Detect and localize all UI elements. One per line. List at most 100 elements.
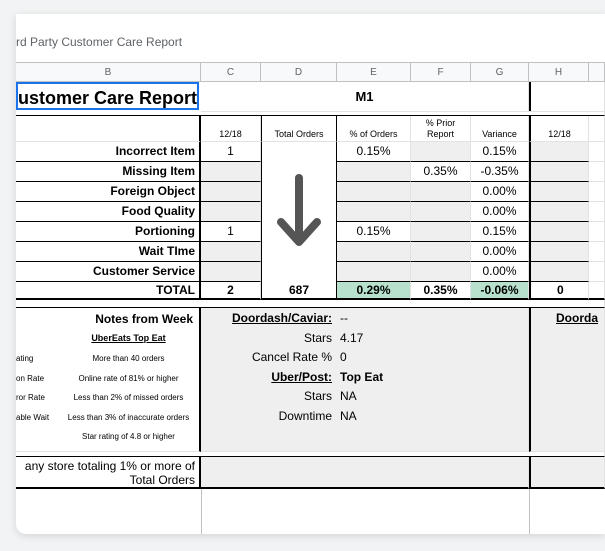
notes-title: Notes from Week bbox=[95, 312, 193, 326]
header-date-2[interactable]: 12/18 bbox=[529, 116, 589, 142]
header-date[interactable]: 12/18 bbox=[201, 116, 261, 142]
row-pct-orders[interactable] bbox=[337, 182, 411, 202]
header-pct-prior[interactable]: % Prior Report bbox=[411, 116, 471, 142]
column-header-g[interactable]: G bbox=[471, 62, 529, 82]
row-h[interactable] bbox=[529, 142, 589, 162]
row-pct-prior[interactable] bbox=[411, 202, 471, 222]
row-pct-prior[interactable] bbox=[411, 242, 471, 262]
stars-value: 4.17 bbox=[340, 331, 364, 345]
row-pct-orders[interactable] bbox=[337, 242, 411, 262]
total-count[interactable]: 2 bbox=[201, 282, 261, 300]
row-h[interactable] bbox=[529, 182, 589, 202]
row-label[interactable]: Customer Service bbox=[16, 262, 201, 282]
total-h[interactable]: 0 bbox=[529, 282, 589, 300]
column-header-extra[interactable] bbox=[589, 62, 605, 82]
row-count[interactable] bbox=[201, 262, 261, 282]
row-count[interactable] bbox=[201, 162, 261, 182]
row-label[interactable]: Portioning bbox=[16, 222, 201, 242]
spreadsheet: rd Party Customer Care Report B C D E F … bbox=[16, 14, 605, 534]
row-h[interactable] bbox=[529, 262, 589, 282]
row-variance[interactable]: 0.15% bbox=[471, 222, 529, 242]
footer-line-2: Total Orders bbox=[129, 473, 195, 487]
column-header-c[interactable]: C bbox=[201, 62, 261, 82]
row-pct-orders[interactable]: 0.15% bbox=[337, 142, 411, 162]
total-orders[interactable]: 687 bbox=[261, 282, 337, 300]
report-title-cell[interactable]: ustomer Care Report bbox=[16, 82, 199, 110]
row-extra[interactable] bbox=[589, 162, 605, 182]
row-label[interactable]: Food Quality bbox=[16, 202, 201, 222]
row-label[interactable]: Incorrect Item bbox=[16, 142, 201, 162]
notes-item-right: Star rating of 4.8 or higher bbox=[82, 432, 175, 441]
row-label[interactable]: Missing Item bbox=[16, 162, 201, 182]
total-pct-orders[interactable]: 0.29% bbox=[337, 282, 411, 300]
row-count[interactable] bbox=[201, 242, 261, 262]
uber-stars-value: NA bbox=[340, 389, 357, 403]
row-total-orders[interactable] bbox=[261, 162, 337, 182]
row-extra[interactable] bbox=[589, 202, 605, 222]
row-pct-orders[interactable]: 0.15% bbox=[337, 222, 411, 242]
row-label[interactable]: Wait TIme bbox=[16, 242, 201, 262]
cancel-rate-value: 0 bbox=[340, 350, 347, 364]
header-total-orders[interactable]: Total Orders bbox=[261, 116, 337, 142]
total-label[interactable]: TOTAL bbox=[16, 282, 201, 300]
section-header-m1[interactable]: M1 bbox=[201, 82, 529, 112]
column-header-b[interactable]: B bbox=[16, 62, 201, 82]
downtime-value: NA bbox=[340, 409, 357, 423]
row-total-orders[interactable] bbox=[261, 262, 337, 282]
row-variance[interactable]: 0.00% bbox=[471, 242, 529, 262]
row-count[interactable]: 1 bbox=[201, 222, 261, 242]
row-total-orders[interactable] bbox=[261, 202, 337, 222]
row-pct-prior[interactable] bbox=[411, 182, 471, 202]
total-variance[interactable]: -0.06% bbox=[471, 282, 529, 300]
doordash-label: Doordash/Caviar: bbox=[231, 311, 332, 325]
header-pct-orders[interactable]: % of Orders bbox=[337, 116, 411, 142]
row-pct-orders[interactable] bbox=[337, 262, 411, 282]
column-header-f[interactable]: F bbox=[411, 62, 471, 82]
row-total-orders[interactable] bbox=[261, 182, 337, 202]
row-count[interactable] bbox=[201, 202, 261, 222]
row-h[interactable] bbox=[529, 162, 589, 182]
row-extra[interactable] bbox=[589, 142, 605, 162]
stats-panel bbox=[201, 308, 529, 452]
stars-label: Stars bbox=[303, 331, 332, 345]
row-variance[interactable]: 0.15% bbox=[471, 142, 529, 162]
row-count[interactable] bbox=[201, 182, 261, 202]
column-header-e[interactable]: E bbox=[337, 62, 411, 82]
row-total-orders[interactable] bbox=[261, 222, 337, 242]
row-pct-prior[interactable]: 0.35% bbox=[411, 162, 471, 182]
row-variance[interactable]: 0.00% bbox=[471, 182, 529, 202]
row-extra[interactable] bbox=[589, 222, 605, 242]
row-variance[interactable]: 0.00% bbox=[471, 202, 529, 222]
row-extra[interactable] bbox=[589, 262, 605, 282]
row-label[interactable]: Foreign Object bbox=[16, 182, 201, 202]
row-pct-orders[interactable] bbox=[337, 162, 411, 182]
row-pct-orders[interactable] bbox=[337, 202, 411, 222]
row-pct-prior[interactable] bbox=[411, 142, 471, 162]
total-pct-prior[interactable]: 0.35% bbox=[411, 282, 471, 300]
row-extra[interactable] bbox=[589, 182, 605, 202]
row-variance[interactable]: 0.00% bbox=[471, 262, 529, 282]
notes-item-right: More than 40 orders bbox=[92, 354, 165, 363]
row-pct-prior[interactable] bbox=[411, 262, 471, 282]
row-extra[interactable] bbox=[589, 242, 605, 262]
row-h[interactable] bbox=[529, 222, 589, 242]
column-header-h[interactable]: H bbox=[529, 62, 589, 82]
row-h[interactable] bbox=[529, 202, 589, 222]
down-arrow-icon bbox=[261, 142, 337, 282]
downtime-label: Downtime bbox=[278, 409, 332, 423]
row-count[interactable]: 1 bbox=[201, 142, 261, 162]
notes-item-left: able Wait bbox=[16, 412, 50, 422]
row-total-orders[interactable] bbox=[261, 142, 337, 162]
uber-label: Uber/Post: bbox=[271, 370, 332, 384]
sheet-title: rd Party Customer Care Report bbox=[16, 35, 183, 49]
row-h[interactable] bbox=[529, 242, 589, 262]
notes-item-right: Less than 3% of inaccurate orders bbox=[67, 412, 190, 422]
column-header-d[interactable]: D bbox=[261, 62, 337, 82]
header-variance[interactable]: Variance bbox=[471, 116, 529, 142]
row-total-orders[interactable] bbox=[261, 242, 337, 262]
cancel-rate-label: Cancel Rate % bbox=[251, 350, 332, 364]
notes-item-left: ror Rate bbox=[16, 393, 45, 402]
doordash-label-h: Doorda bbox=[556, 311, 598, 325]
row-variance[interactable]: -0.35% bbox=[471, 162, 529, 182]
row-pct-prior[interactable] bbox=[411, 222, 471, 242]
